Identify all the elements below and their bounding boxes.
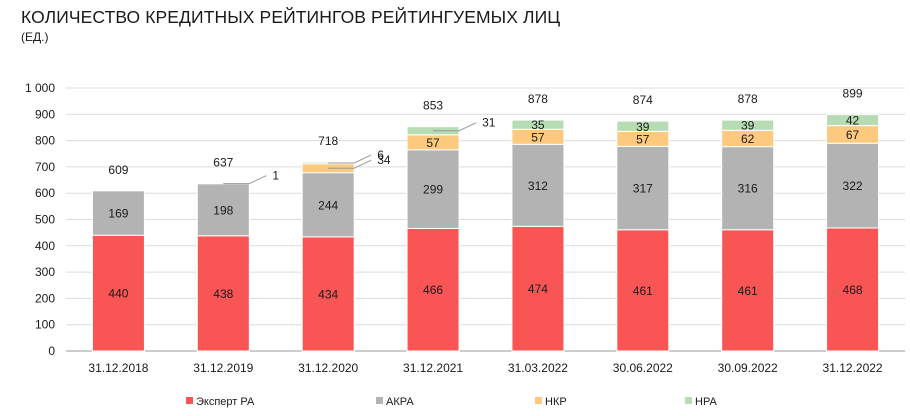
bar-segment	[301, 172, 355, 238]
segment-value-label: 461	[738, 284, 758, 298]
bar-segment	[91, 190, 145, 236]
legend-swatch	[376, 397, 383, 404]
segment-value-label: 434	[318, 287, 338, 301]
bar-total-label: 878	[738, 92, 758, 106]
segment-value-label: 67	[846, 128, 860, 142]
bar-segment	[616, 229, 670, 352]
chart-subtitle: (ЕД.)	[21, 30, 49, 44]
bar-segment	[91, 234, 145, 352]
bar-segment	[721, 146, 775, 231]
bar-total-label: 637	[213, 155, 233, 169]
legend-label: АКРА	[386, 396, 414, 408]
legend-swatch	[186, 397, 193, 404]
legend-swatch	[685, 397, 692, 404]
bar-total-label: 853	[423, 99, 443, 113]
x-tick-label: 31.12.2021	[403, 361, 463, 375]
segment-value-label: 57	[426, 136, 440, 150]
segment-value-label: 317	[633, 182, 653, 196]
bar-segment	[826, 227, 880, 352]
x-tick-label: 31.12.2022	[823, 361, 883, 375]
segment-value-label: 39	[636, 120, 650, 134]
segment-value-label: 461	[633, 284, 653, 298]
y-tick-label: 1 000	[25, 81, 55, 95]
x-tick-label: 30.09.2022	[718, 361, 778, 375]
y-tick-label: 500	[35, 213, 55, 227]
bar-total-label: 718	[318, 134, 338, 148]
bar-total-label: 899	[843, 87, 863, 101]
legend-label: НРА	[695, 396, 718, 408]
segment-value-label: 244	[318, 198, 338, 212]
x-tick-label: 31.03.2022	[508, 361, 568, 375]
segment-value-label: 299	[423, 183, 443, 197]
segment-value-label: 62	[741, 132, 755, 146]
segment-value-label: 322	[843, 179, 863, 193]
y-tick-label: 800	[35, 134, 55, 148]
bar-segment	[301, 236, 355, 352]
segment-value-label: 169	[108, 207, 128, 221]
segment-value-label: 1	[272, 169, 279, 183]
legend-swatch	[535, 397, 542, 404]
segment-value-label: 474	[528, 282, 548, 296]
bar-segment	[721, 119, 775, 131]
bar-segment	[406, 149, 460, 229]
segment-value-label: 39	[741, 119, 755, 133]
legend-label: Эксперт РА	[196, 396, 255, 408]
segment-value-label: 6	[377, 148, 384, 162]
segment-value-label: 42	[846, 114, 860, 128]
segment-value-label: 35	[531, 118, 545, 132]
y-tick-label: 100	[35, 318, 55, 332]
bar-segment	[721, 229, 775, 352]
y-tick-label: 0	[48, 344, 55, 358]
segment-value-label: 438	[213, 287, 233, 301]
y-tick-label: 200	[35, 291, 55, 305]
legend-label: НКР	[545, 396, 567, 408]
bar-segment	[511, 143, 565, 227]
y-tick-label: 300	[35, 265, 55, 279]
bar-segment	[616, 120, 670, 132]
bar-segment	[511, 119, 565, 130]
segment-value-label: 312	[528, 179, 548, 193]
bar-total-label: 878	[528, 92, 548, 106]
bar-segment	[196, 183, 250, 237]
bar-total-label: 874	[633, 93, 653, 107]
y-tick-label: 600	[35, 186, 55, 200]
bar-segment	[511, 225, 565, 352]
x-tick-label: 31.12.2020	[298, 361, 358, 375]
segment-value-label: 466	[423, 283, 443, 297]
bar-total-label: 609	[108, 163, 128, 177]
segment-value-label: 468	[843, 283, 863, 297]
y-tick-label: 700	[35, 160, 55, 174]
chart-title: КОЛИЧЕСТВО КРЕДИТНЫХ РЕЙТИНГОВ РЕЙТИНГУЕ…	[21, 7, 561, 27]
segment-value-label: 34	[377, 153, 391, 167]
segment-value-label: 316	[738, 182, 758, 196]
x-tick-label: 31.12.2019	[193, 361, 253, 375]
segment-value-label: 440	[108, 287, 128, 301]
callout-leader-line	[328, 159, 372, 169]
bar-segment	[826, 142, 880, 229]
bar-segment	[826, 114, 880, 127]
bar-segment	[196, 235, 250, 352]
callout-leader-line	[433, 122, 477, 132]
x-tick-label: 31.12.2018	[88, 361, 148, 375]
bar-segment	[406, 227, 460, 352]
callout-leader-line	[223, 175, 267, 185]
segment-value-label: 57	[531, 130, 545, 144]
y-tick-label: 900	[35, 107, 55, 121]
callout-leader-line	[328, 154, 372, 164]
x-tick-label: 30.06.2022	[613, 361, 673, 375]
y-tick-label: 400	[35, 239, 55, 253]
segment-value-label: 57	[636, 132, 650, 146]
bar-segment	[616, 145, 670, 231]
segment-value-label: 198	[213, 203, 233, 217]
segment-value-label: 31	[482, 116, 496, 130]
